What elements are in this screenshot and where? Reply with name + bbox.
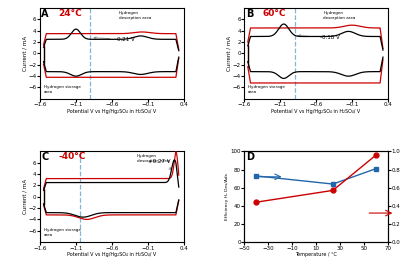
Y-axis label: Current / mA: Current / mA [22,36,27,71]
X-axis label: Temperature / °C: Temperature / °C [295,252,337,257]
Y-axis label: Efficiency H₂ Des/Ads: Efficiency H₂ Des/Ads [225,173,229,220]
Y-axis label: Current / mA: Current / mA [22,179,27,214]
X-axis label: Potential V vs Hg/Hg₂SO₄ in H₂SO₄/ V: Potential V vs Hg/Hg₂SO₄ in H₂SO₄/ V [67,109,156,114]
Text: -40°C: -40°C [59,152,86,161]
Text: C: C [42,152,49,162]
Text: D: D [246,152,254,162]
Text: A: A [42,9,49,19]
Text: Hydrogen
desorption area: Hydrogen desorption area [323,11,356,20]
Text: -0.21 V: -0.21 V [94,37,135,42]
Text: Hydrogen storage
area: Hydrogen storage area [248,85,285,94]
Text: Hydrogen
desorption area: Hydrogen desorption area [119,11,152,20]
Text: -0.18 V: -0.18 V [298,35,340,40]
Text: 24°C: 24°C [59,9,82,18]
Text: Hydrogen storage
area: Hydrogen storage area [44,85,80,94]
X-axis label: Potential V vs Hg/Hg₂SO₄ in H₂SO₄/ V: Potential V vs Hg/Hg₂SO₄ in H₂SO₄/ V [67,252,156,257]
Text: Hydrogen
desorption area: Hydrogen desorption area [137,154,170,163]
Text: 60°C: 60°C [263,9,286,18]
X-axis label: Potential V vs Hg/Hg₂SO₄ in H₂SO₄/ V: Potential V vs Hg/Hg₂SO₄ in H₂SO₄/ V [272,109,361,114]
Y-axis label: Current / mA: Current / mA [226,36,231,71]
Text: B: B [246,9,253,19]
Text: +0.27 V: +0.27 V [148,159,171,169]
Text: Hydrogen storage
area: Hydrogen storage area [44,228,80,237]
